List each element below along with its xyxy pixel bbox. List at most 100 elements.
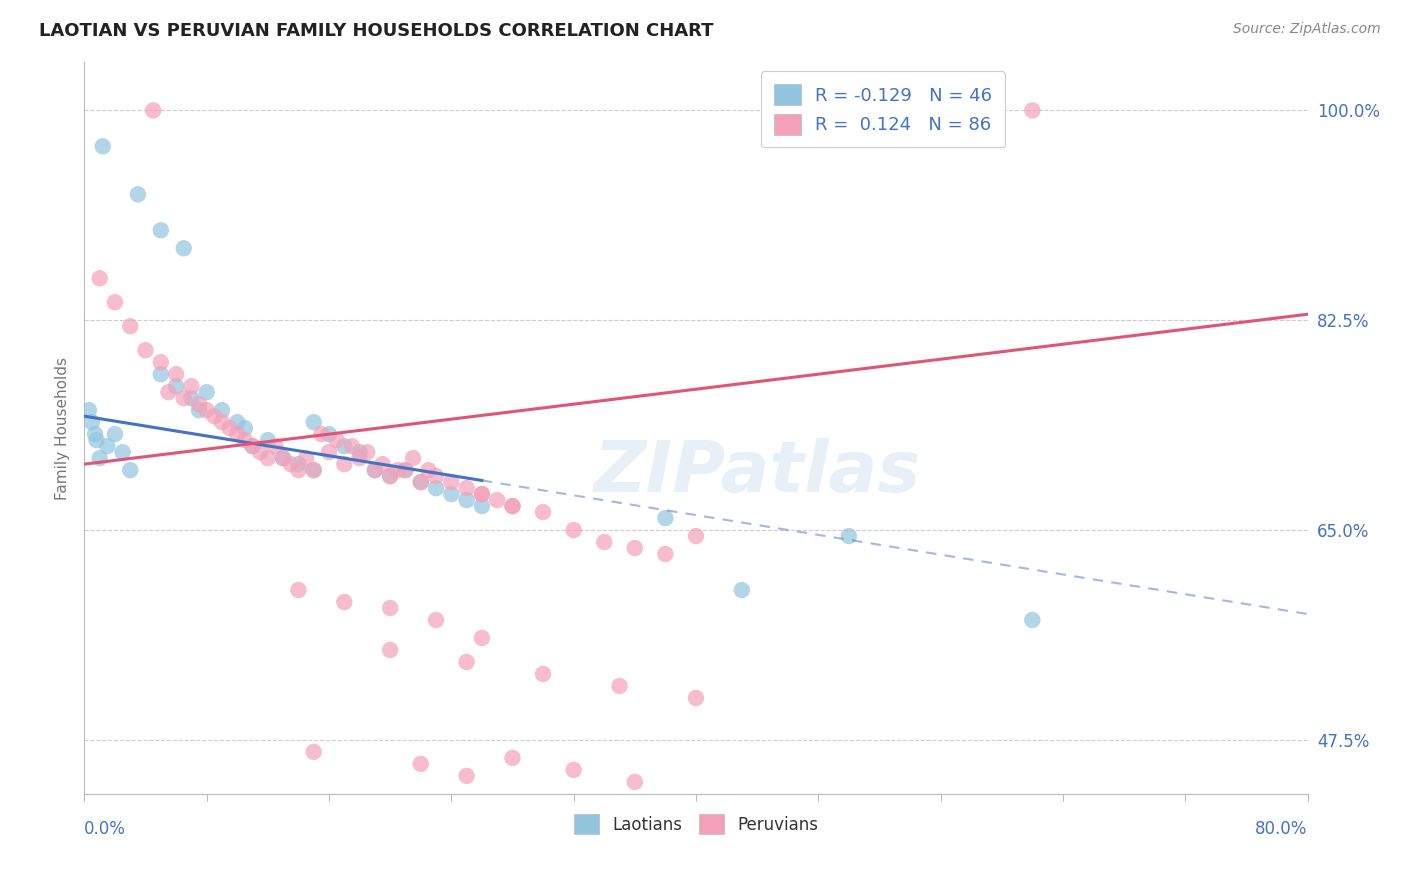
Point bbox=[425, 481, 447, 495]
Point bbox=[318, 427, 340, 442]
Point bbox=[531, 505, 554, 519]
Point bbox=[654, 511, 676, 525]
Point bbox=[440, 487, 463, 501]
Point bbox=[654, 547, 676, 561]
Point bbox=[165, 368, 187, 382]
Text: 0.0%: 0.0% bbox=[84, 820, 127, 838]
Point bbox=[226, 415, 249, 429]
Point bbox=[456, 655, 478, 669]
Point bbox=[84, 427, 107, 442]
Point bbox=[271, 451, 294, 466]
Point bbox=[104, 427, 127, 442]
Point bbox=[149, 223, 172, 237]
Point bbox=[380, 643, 402, 657]
Point bbox=[685, 529, 707, 543]
Point bbox=[333, 439, 356, 453]
Point bbox=[456, 481, 478, 495]
Point bbox=[333, 595, 356, 609]
Point bbox=[77, 403, 100, 417]
Text: Source: ZipAtlas.com: Source: ZipAtlas.com bbox=[1233, 22, 1381, 37]
Point bbox=[233, 421, 256, 435]
Point bbox=[562, 763, 585, 777]
Point bbox=[264, 439, 287, 453]
Point bbox=[333, 457, 356, 471]
Point bbox=[287, 582, 309, 597]
Point bbox=[456, 769, 478, 783]
Point bbox=[325, 433, 347, 447]
Point bbox=[257, 451, 280, 466]
Point bbox=[349, 445, 371, 459]
Point bbox=[202, 409, 225, 424]
Point bbox=[349, 451, 371, 466]
Point bbox=[91, 139, 114, 153]
Point bbox=[318, 445, 340, 459]
Point bbox=[502, 499, 524, 513]
Point bbox=[456, 493, 478, 508]
Point bbox=[311, 427, 333, 442]
Point bbox=[394, 463, 416, 477]
Point bbox=[120, 319, 142, 334]
Text: LAOTIAN VS PERUVIAN FAMILY HOUSEHOLDS CORRELATION CHART: LAOTIAN VS PERUVIAN FAMILY HOUSEHOLDS CO… bbox=[39, 22, 714, 40]
Point bbox=[402, 451, 425, 466]
Point bbox=[188, 403, 211, 417]
Point bbox=[364, 463, 387, 477]
Point bbox=[838, 529, 860, 543]
Point bbox=[624, 541, 647, 555]
Point bbox=[685, 690, 707, 705]
Point bbox=[180, 379, 202, 393]
Point bbox=[157, 385, 180, 400]
Point bbox=[111, 445, 134, 459]
Point bbox=[287, 457, 309, 471]
Point bbox=[440, 475, 463, 489]
Point bbox=[302, 463, 325, 477]
Point bbox=[120, 463, 142, 477]
Point bbox=[165, 379, 187, 393]
Point bbox=[89, 451, 111, 466]
Point bbox=[149, 368, 172, 382]
Point bbox=[409, 475, 432, 489]
Point bbox=[89, 271, 111, 285]
Point bbox=[425, 613, 447, 627]
Point bbox=[280, 457, 302, 471]
Point bbox=[1021, 613, 1043, 627]
Point bbox=[226, 427, 249, 442]
Point bbox=[502, 499, 524, 513]
Point bbox=[233, 433, 256, 447]
Point bbox=[127, 187, 149, 202]
Point bbox=[380, 601, 402, 615]
Point bbox=[731, 582, 754, 597]
Point bbox=[173, 391, 195, 405]
Point bbox=[531, 667, 554, 681]
Y-axis label: Family Households: Family Households bbox=[55, 357, 70, 500]
Point bbox=[471, 487, 494, 501]
Point bbox=[80, 415, 103, 429]
Point bbox=[425, 469, 447, 483]
Point bbox=[86, 433, 108, 447]
Point bbox=[302, 745, 325, 759]
Point bbox=[409, 475, 432, 489]
Point bbox=[371, 457, 394, 471]
Point bbox=[195, 385, 218, 400]
Point bbox=[302, 415, 325, 429]
Text: 80.0%: 80.0% bbox=[1256, 820, 1308, 838]
Point bbox=[218, 421, 240, 435]
Point bbox=[418, 463, 440, 477]
Point bbox=[142, 103, 165, 118]
Point bbox=[471, 499, 494, 513]
Point bbox=[149, 355, 172, 369]
Point bbox=[211, 403, 233, 417]
Point bbox=[471, 631, 494, 645]
Text: ZIPatlas: ZIPatlas bbox=[593, 438, 921, 507]
Point bbox=[364, 463, 387, 477]
Point bbox=[340, 439, 363, 453]
Point bbox=[380, 469, 402, 483]
Point bbox=[394, 463, 416, 477]
Point bbox=[624, 775, 647, 789]
Point bbox=[356, 445, 378, 459]
Point bbox=[1021, 103, 1043, 118]
Legend: Laotians, Peruvians: Laotians, Peruvians bbox=[567, 808, 825, 840]
Point bbox=[104, 295, 127, 310]
Point bbox=[609, 679, 631, 693]
Point bbox=[271, 451, 294, 466]
Point bbox=[188, 397, 211, 411]
